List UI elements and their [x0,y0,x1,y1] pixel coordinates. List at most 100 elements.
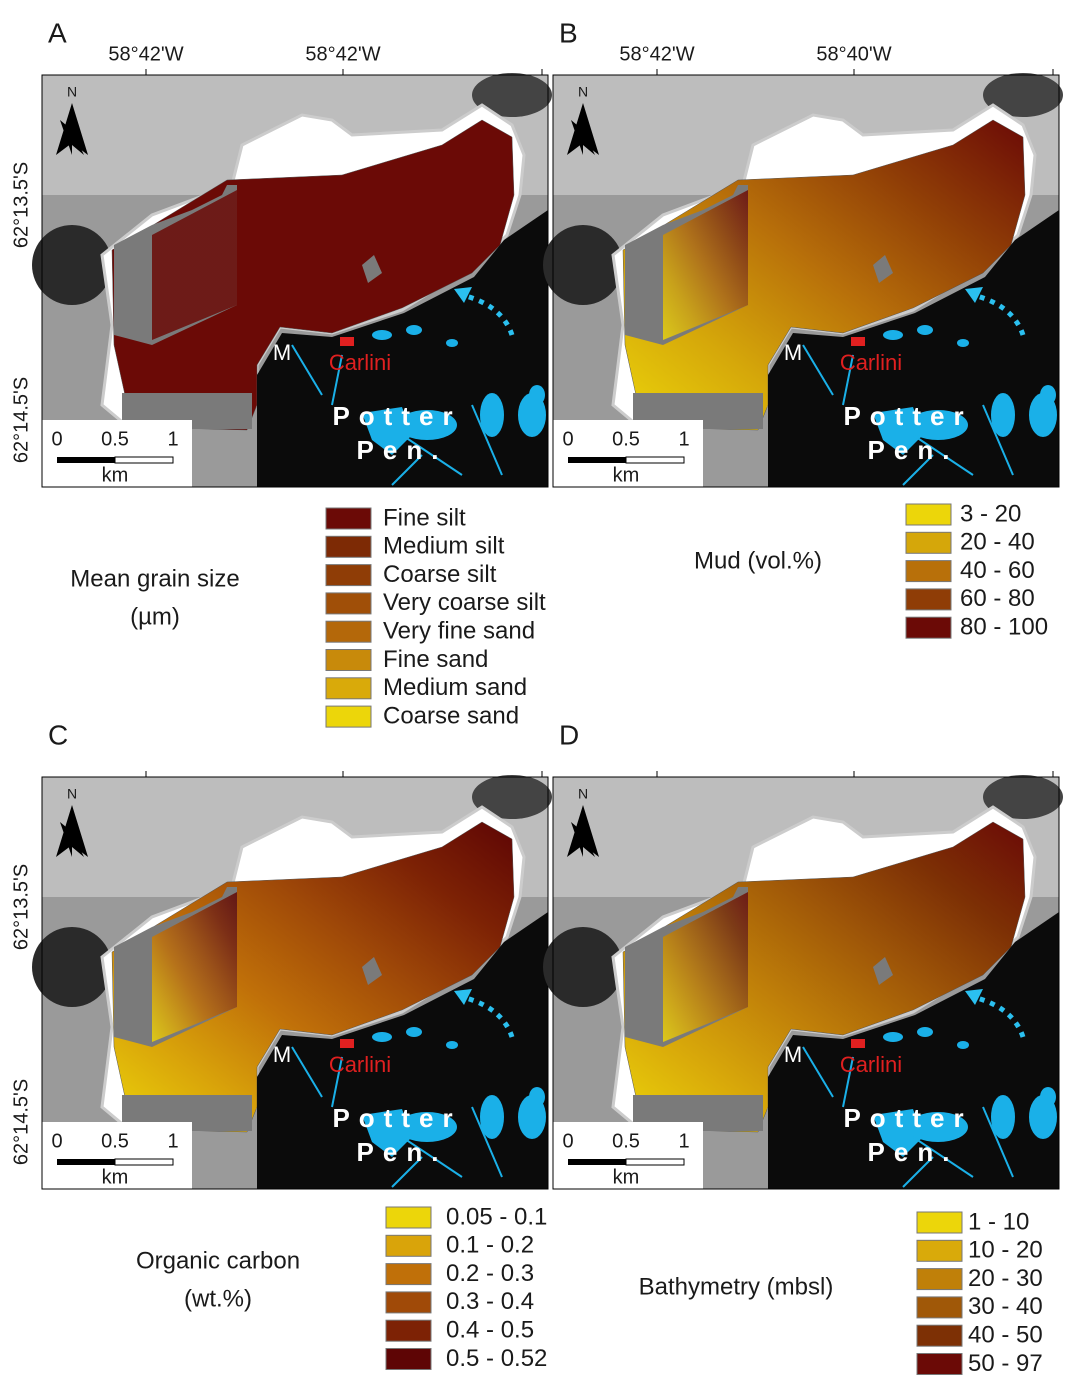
lat-label: 62°13.5'S [10,162,32,248]
legend-label: Coarse silt [383,561,497,588]
north-label: N [67,84,77,100]
place-label: Potter [843,1103,972,1133]
scale-label: 1 [678,1130,689,1152]
legend-swatch [906,617,951,638]
legend-swatch [906,589,951,610]
map-label: M [784,1042,802,1067]
scale-label: 0.5 [612,428,640,450]
station [851,337,865,346]
legend-label: 1 - 10 [968,1208,1029,1235]
legend-swatch [917,1240,962,1261]
map: NMCarliniPotterPen.00.51km [543,69,1063,487]
place-label: Potter [843,401,972,431]
lake [446,339,458,347]
legend-title: (wt.%) [184,1285,252,1312]
legend-swatch [917,1354,962,1375]
map-label: M [273,340,291,365]
legend-title: Mud (vol.%) [694,547,822,574]
legend-label: 60 - 80 [960,585,1035,612]
station-label: Carlini [840,1052,902,1077]
legend-swatch [917,1325,962,1346]
legend-swatch [326,650,371,671]
lake [883,330,903,340]
scale-bar [57,457,115,463]
scale-unit: km [102,1166,129,1188]
lake [1040,1087,1056,1107]
station [851,1039,865,1048]
legend-swatch [386,1264,431,1285]
scale-label: 1 [167,428,178,450]
place-label: Potter [332,401,461,431]
legend-swatch [917,1297,962,1318]
scale-label: 1 [678,428,689,450]
lake [1040,385,1056,405]
scale-label: 0.5 [101,1130,129,1152]
place-label: Pen. [868,1137,959,1167]
lake [406,325,422,335]
legend-label: 3 - 20 [960,500,1021,527]
scale-bar [115,457,173,463]
lake [883,1032,903,1042]
legend-swatch [386,1320,431,1341]
legend-label: 20 - 30 [968,1265,1043,1292]
map-label: M [273,1042,291,1067]
scale-bar [626,457,684,463]
legend-label: 0.3 - 0.4 [446,1288,534,1315]
legend-title: Organic carbon [136,1247,300,1274]
legend-title: Mean grain size [70,565,239,592]
legend-swatch [326,508,371,529]
lon-label: 58°42'W [619,43,694,65]
lake [446,1041,458,1049]
legend-label: 0.05 - 0.1 [446,1203,547,1230]
legend-label: Very coarse silt [383,589,546,616]
terrain-dark [543,927,623,1007]
panel-letter: B [559,17,578,48]
legend-swatch [326,678,371,699]
place-label: Pen. [357,1137,448,1167]
legend-swatch [326,536,371,557]
legend-swatch [917,1212,962,1233]
legend-title: Bathymetry (mbsl) [639,1273,834,1300]
legend-label: 40 - 50 [968,1322,1043,1349]
terrain-dark [543,225,623,305]
map-label: M [784,340,802,365]
lon-label: 58°42'W [305,43,380,65]
scale-unit: km [613,464,640,486]
legend-swatch [917,1269,962,1290]
lake [957,1041,969,1049]
terrain-dark [32,225,112,305]
legend-label: Medium sand [383,674,527,701]
station-label: Carlini [329,1052,391,1077]
legend-label: 0.4 - 0.5 [446,1317,534,1344]
scale-bar [568,1159,626,1165]
lat-label: 62°14.5'S [10,377,32,463]
station-label: Carlini [329,350,391,375]
legend-label: Coarse sand [383,702,519,729]
scale-label: 1 [167,1130,178,1152]
scale-bar [568,457,626,463]
scale-bar [626,1159,684,1165]
scale-label: 0 [51,1130,62,1152]
legend-label: 50 - 97 [968,1350,1043,1377]
place-label: Pen. [357,435,448,465]
legend-label: Fine silt [383,504,466,531]
panel-letter: D [559,719,579,750]
terrain-dark [32,927,112,1007]
figure: A N M Carlini Potter Pen. 0 0.5 1 km 58°42'W 58°42'… [0,0,1068,1378]
panel-letter: A [48,17,67,48]
lake [957,339,969,347]
lon-label: 58°40'W [816,43,891,65]
scale-bar [57,1159,115,1165]
lon-label: 58°42'W [108,43,183,65]
legend-swatch [326,565,371,586]
legend-label: 10 - 20 [968,1237,1043,1264]
legend-label: 80 - 100 [960,614,1048,641]
lake [529,385,545,405]
legend-label: Very fine sand [383,618,535,645]
legend-label: 0.2 - 0.3 [446,1260,534,1287]
legend-label: Fine sand [383,646,488,673]
legend-label: 0.1 - 0.2 [446,1232,534,1259]
station-label: Carlini [840,350,902,375]
station [340,1039,354,1048]
